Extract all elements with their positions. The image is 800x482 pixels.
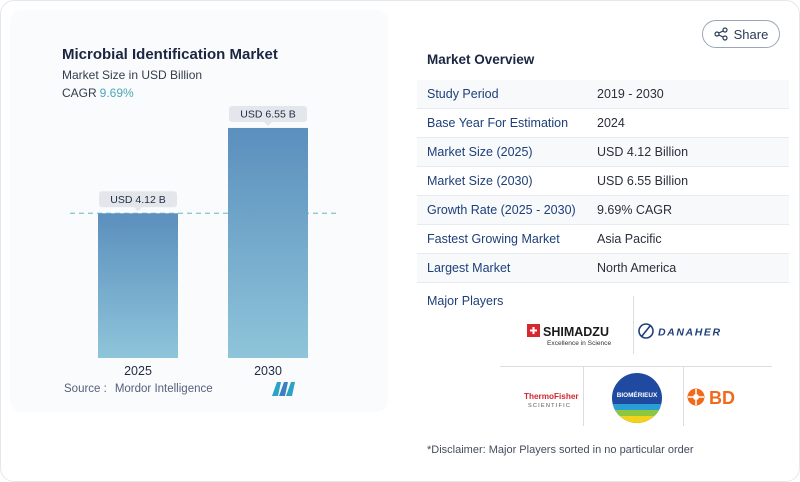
grid-divider <box>500 366 772 367</box>
bar-chart: USD 4.12 B 2025 USD 6.55 B 2030 <box>70 105 338 378</box>
overview-row: Largest Market North America <box>417 254 789 283</box>
cagr-value: 9.69% <box>99 86 134 100</box>
players-title: Major Players <box>427 294 504 308</box>
overview-row-value: USD 4.12 Billion <box>597 145 689 159</box>
overview-table: Study Period 2019 - 2030 Base Year For Est… <box>417 80 789 283</box>
data-label-bg <box>229 105 307 122</box>
overview-row: Growth Rate (2025 - 2030) 9.69% CAGR <box>417 196 789 225</box>
share-label: Share <box>733 26 769 42</box>
chart-card <box>10 10 388 412</box>
biomerieux-name: BIOMÉRIEUX <box>617 390 658 399</box>
overview-row: Study Period 2019 - 2030 <box>417 80 789 109</box>
overview-row-label: Fastest Growing Market <box>427 232 560 246</box>
overview-row-value: 2024 <box>597 116 625 130</box>
grid-divider <box>583 366 584 426</box>
x-tick-label: 2030 <box>254 364 282 378</box>
cagr-label: CAGR <box>62 86 97 100</box>
shimadzu-logo: SHIMADZU Excellence in Science <box>527 324 611 347</box>
overview-row-value: 9.69% CAGR <box>597 203 673 217</box>
overview-row: Base Year For Estimation 2024 <box>417 109 789 138</box>
bd-logo: BD <box>687 388 735 408</box>
cagr-line: CAGR 9.69% <box>62 86 134 100</box>
players-grid <box>500 296 772 426</box>
source-value: Mordor Intelligence <box>114 383 213 395</box>
x-tick-label: 2025 <box>124 364 152 378</box>
overview-row-label: Market Size (2030) <box>427 174 533 188</box>
thermofisher-name: ThermoFisher <box>524 392 579 401</box>
source-label: Source : <box>64 383 107 395</box>
danaher-mark-icon <box>638 323 654 339</box>
danaher-logo: DANAHER <box>638 323 722 339</box>
overview-row-label: Growth Rate (2025 - 2030) <box>427 203 576 217</box>
chart-title: Microbial Identification Market <box>62 46 278 63</box>
overview-row-value: USD 6.55 Billion <box>597 174 689 188</box>
biomerieux-logo: BIOMÉRIEUX <box>612 373 662 423</box>
overview-row: Market Size (2025) USD 4.12 Billion <box>417 138 789 167</box>
bar-2030 <box>228 127 308 358</box>
disclaimer: *Disclaimer: Major Players sorted in no … <box>427 444 694 456</box>
overview-row-value: North America <box>597 261 677 275</box>
overview-row-value: Asia Pacific <box>597 232 662 246</box>
overview-row: Market Size (2030) USD 6.55 Billion <box>417 167 789 196</box>
share-button[interactable]: Share <box>702 20 780 48</box>
data-label-pointer <box>264 121 272 126</box>
thermofisher-sub: SCIENTIFIC <box>528 403 571 409</box>
bd-name: BD <box>709 388 735 408</box>
grid-divider <box>633 296 634 354</box>
data-label-bg <box>99 191 177 208</box>
source-line: Source : Mordor Intelligence <box>64 383 213 395</box>
overview-row-label: Study Period <box>427 87 499 101</box>
shimadzu-name: SHIMADZU <box>543 325 609 339</box>
data-label: USD 6.55 B <box>240 108 295 120</box>
share-icon <box>714 27 728 41</box>
thermofisher-logo: ThermoFisher SCIENTIFIC <box>524 392 579 409</box>
overview-row: Fastest Growing Market Asia Pacific <box>417 225 789 254</box>
shimadzu-tagline: Excellence in Science <box>547 340 611 347</box>
overview-row-value: 2019 - 2030 <box>597 87 664 101</box>
danaher-name: DANAHER <box>658 327 722 339</box>
overview-row-label: Market Size (2025) <box>427 145 533 159</box>
chart-subtitle: Market Size in USD Billion <box>62 68 203 82</box>
data-label-pointer <box>134 207 142 212</box>
bar-2025 <box>98 213 178 358</box>
overview-title: Market Overview <box>427 52 535 67</box>
overview-row-label: Base Year For Estimation <box>427 116 569 130</box>
mordor-logo-icon <box>272 382 295 396</box>
data-label: USD 4.12 B <box>110 194 165 206</box>
overview-row-label: Largest Market <box>427 261 511 275</box>
grid-divider <box>683 366 684 426</box>
